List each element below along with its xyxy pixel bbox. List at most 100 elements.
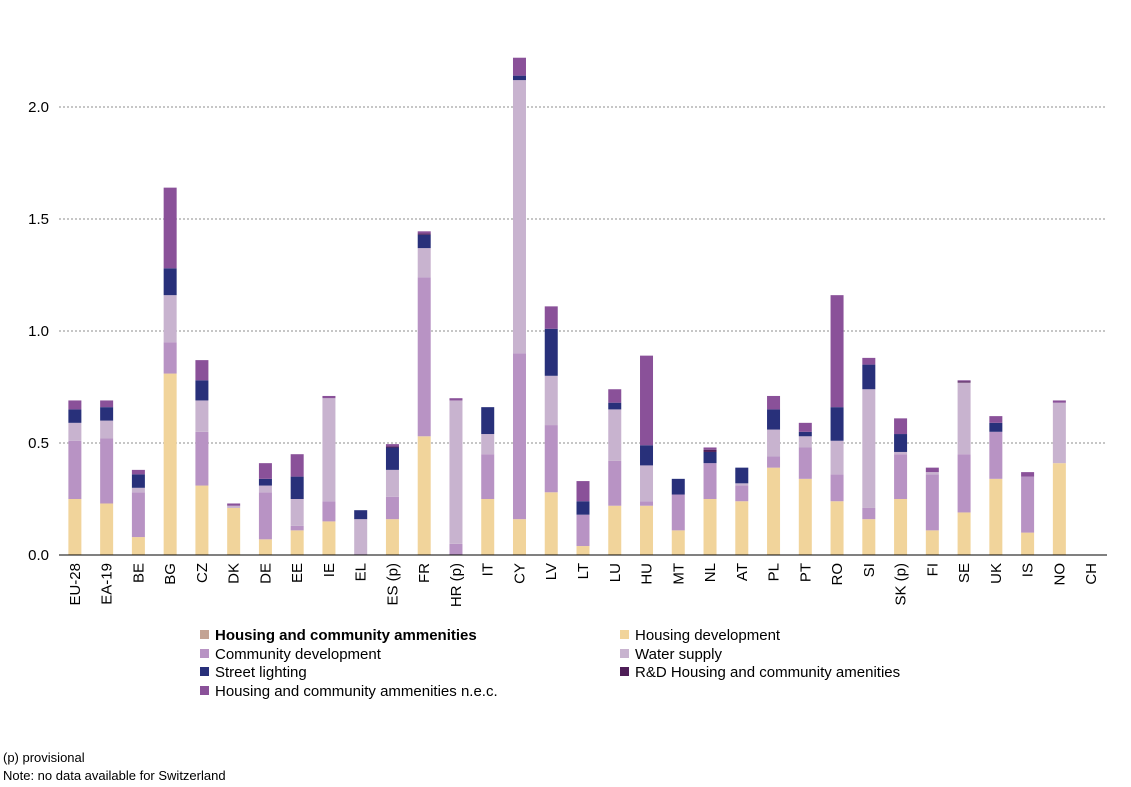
bar-segment [131,492,145,538]
bar-segment [925,474,939,531]
bar-segment [68,400,82,410]
bar-segment [385,447,399,470]
bar-segment [512,57,526,76]
bar-segment [290,530,304,555]
bar-segment [608,409,622,461]
bar-segment [195,400,209,432]
bar-segment [1052,463,1066,555]
bar-segment [417,277,431,437]
bar-segment [735,467,749,484]
bar-segment [512,75,526,81]
legend-item-total[interactable]: Housing and community ammenities [200,627,477,645]
bar-segment [68,422,82,441]
legend-swatch [200,667,209,676]
bar-segment [989,431,1003,479]
x-tick-label: BG [162,563,179,585]
grid-lines [59,106,1107,444]
x-tick-label: EL [353,563,370,581]
x-tick-label: PT [797,563,814,582]
legend-item-rd-housing[interactable]: R&D Housing and community amenities [620,664,900,682]
x-tick-label: FR [416,563,433,583]
x-tick-label: CY [511,563,528,584]
bar-segment [195,380,209,401]
bar-segment [258,485,272,493]
bar-segment [830,407,844,441]
bar-segment [100,438,114,504]
bar-segment [830,440,844,475]
bar-segment [830,474,844,502]
bar-segment [163,373,177,555]
x-tick-label: EA-19 [99,563,116,605]
bar-segment [735,483,749,486]
bar-segment [227,503,241,506]
bar-segment [100,407,114,421]
bar-segment [258,463,272,479]
bar-segment [957,454,971,513]
bar-segment [322,395,336,399]
bar-segment [862,364,876,390]
legend-label: Housing and community ammenities n.e.c. [215,683,498,700]
bar-segment [767,429,781,457]
bars [68,57,1066,555]
legend-item-street-lighting[interactable]: Street lighting [200,664,307,682]
legend-label-total: Housing and community ammenities [215,627,477,644]
bar-segment [512,353,526,520]
x-tick-label: IE [321,563,338,577]
bar-segment [449,400,463,544]
bar-segment [703,451,717,464]
bar-segment [989,422,1003,432]
bar-segment [767,409,781,430]
bar-segment [354,510,368,520]
bar-segment [640,465,654,502]
bar-segment [703,499,717,555]
x-tick-label: HR (p) [448,563,465,607]
bar-segment [417,233,431,235]
bar-segment [481,434,495,455]
legend-item-housing-development[interactable]: Housing development [620,627,780,645]
bar-segment [131,474,145,488]
bar-segment [798,431,812,437]
bar-segment [544,306,558,329]
bar-segment [925,467,939,473]
bar-segment [925,472,939,475]
note-provisional: (p) provisional [3,750,85,765]
bar-segment [163,295,177,343]
bar-segment [894,451,908,455]
legend-swatch [620,630,629,639]
y-axis: 0.0 0.5 1.0 1.5 2.0 [28,99,49,564]
x-tick-label: DK [226,563,243,584]
bar-segment [290,525,304,531]
bar-segment [894,499,908,555]
x-tick-label: NL [702,563,719,582]
bar-segment [989,478,1003,555]
bar-segment [195,360,209,381]
bar-segment [767,395,781,410]
bar-segment [671,478,685,495]
bar-segment [481,407,495,435]
bar-segment [735,485,749,502]
bar-segment [640,445,654,466]
legend-swatch-total [200,630,209,639]
x-tick-label: UK [988,563,1005,584]
bar-segment [576,546,590,555]
legend-swatch [200,686,209,695]
bar-segment [608,402,622,410]
bar-segment [512,80,526,354]
bar-segment [576,481,590,502]
bar-segment [417,234,431,249]
bar-segment [385,446,399,448]
legend-item-housing-nec[interactable]: Housing and community ammenities n.e.c. [200,683,498,701]
bar-segment [417,231,431,234]
x-tick-label: LV [543,563,560,580]
y-tick-label: 1.5 [28,211,49,228]
bar-segment [830,295,844,408]
legend-item-water-supply[interactable]: Water supply [620,646,722,664]
bar-segment [957,381,971,383]
legend-item-community-development[interactable]: Community development [200,646,381,664]
bar-segment [163,342,177,374]
x-tick-label: LT [575,563,592,579]
y-tick-label: 0.5 [28,435,49,452]
bar-segment [957,512,971,555]
bar-segment [68,409,82,423]
bar-segment [290,476,304,499]
